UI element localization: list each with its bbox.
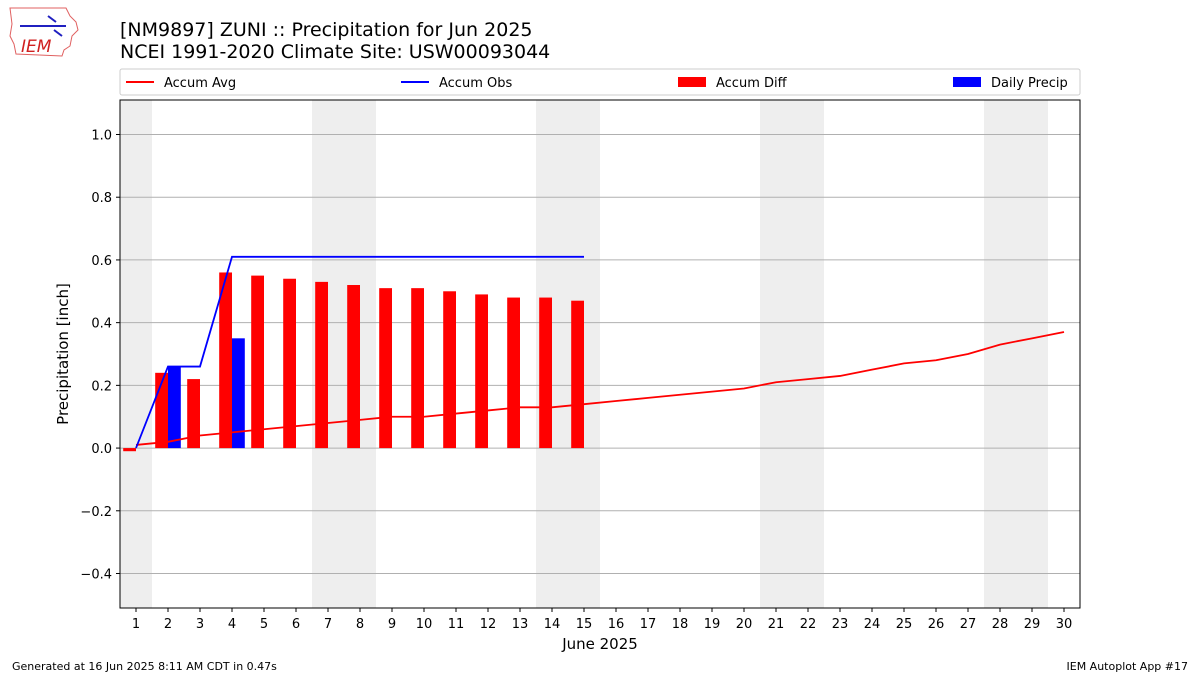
x-tick-label: 8 <box>356 617 364 632</box>
legend: Accum Avg Accum Obs Accum Diff Daily Precip <box>119 68 1081 96</box>
footer-app: IEM Autoplot App #17 <box>1067 660 1189 673</box>
y-tick-label: −0.4 <box>80 568 112 583</box>
chart-subtitle: NCEI 1991-2020 Climate Site: USW00093044 <box>120 41 550 63</box>
x-tick-label: 1 <box>132 617 140 632</box>
accum-obs-line <box>135 255 584 449</box>
accum-diff-bar <box>187 379 200 449</box>
weekend-shade <box>760 100 824 608</box>
legend-swatch <box>953 77 981 87</box>
accum-diff-bar <box>507 297 520 449</box>
legend-label: Accum Avg <box>164 76 236 91</box>
accum-diff-bar <box>539 297 552 449</box>
accum-diff-bar <box>219 272 232 449</box>
x-tick-label: 22 <box>800 617 817 632</box>
accum-diff-bar <box>379 288 392 449</box>
accum-diff-bar <box>411 288 424 449</box>
accum-diff-bar <box>571 300 584 449</box>
accum-diff-bar <box>123 448 136 452</box>
x-tick-label: 18 <box>672 617 689 632</box>
x-tick-label: 19 <box>704 617 721 632</box>
x-tick-label: 16 <box>608 617 625 632</box>
x-tick-label: 5 <box>260 617 268 632</box>
y-tick-label: −0.2 <box>80 505 112 520</box>
footer-generated: Generated at 16 Jun 2025 8:11 AM CDT in … <box>12 660 277 673</box>
weekend-shade <box>984 100 1048 608</box>
chart-title: [NM9897] ZUNI :: Precipitation for Jun 2… <box>120 19 533 41</box>
x-tick-label: 29 <box>1024 617 1041 632</box>
x-tick-label: 4 <box>228 617 236 632</box>
accum-diff-bar <box>251 275 264 449</box>
accum-avg-line <box>135 331 1065 446</box>
logo-text: IEM <box>21 37 52 57</box>
x-tick-label: 12 <box>480 617 497 632</box>
x-tick-label: 27 <box>960 617 977 632</box>
x-tick-label: 7 <box>324 617 332 632</box>
x-tick-label: 10 <box>416 617 433 632</box>
y-tick-label: 0.6 <box>91 254 112 269</box>
x-tick-label: 20 <box>736 617 753 632</box>
y-tick-label: 0.4 <box>91 317 112 332</box>
x-tick-label: 13 <box>512 617 529 632</box>
logo-wind-icon <box>20 15 66 37</box>
y-tick-label: 0.0 <box>91 442 112 457</box>
x-tick-label: 3 <box>196 617 204 632</box>
accum-diff-bar <box>283 278 296 449</box>
x-tick-label: 6 <box>292 617 300 632</box>
y-tick-label: 0.2 <box>91 379 112 394</box>
y-axis-label: Precipitation [inch] <box>54 283 72 425</box>
x-tick-label: 14 <box>544 617 561 632</box>
legend-label: Accum Diff <box>716 76 788 91</box>
x-tick-label: 24 <box>864 617 881 632</box>
y-tick-label: 1.0 <box>91 128 112 143</box>
iem-logo: IEM <box>9 7 79 57</box>
legend-swatch <box>678 77 706 87</box>
daily-precip-bar <box>168 366 181 449</box>
x-tick-label: 23 <box>832 617 849 632</box>
x-tick-label: 9 <box>388 617 396 632</box>
iowa-state-outline <box>9 7 79 57</box>
accum-diff-bar <box>315 281 328 449</box>
x-tick-label: 26 <box>928 617 945 632</box>
legend-label: Accum Obs <box>439 76 512 91</box>
x-tick-label: 25 <box>896 617 913 632</box>
x-tick-label: 21 <box>768 617 785 632</box>
plot-frame <box>119 99 1081 609</box>
x-tick-label: 17 <box>640 617 657 632</box>
x-tick-label: 15 <box>576 617 593 632</box>
daily-precip-bar <box>232 338 245 449</box>
x-axis-label: June 2025 <box>561 635 638 653</box>
accum-diff-bar <box>475 294 488 449</box>
x-tick-label: 30 <box>1056 617 1073 632</box>
x-tick-label: 28 <box>992 617 1009 632</box>
legend-frame <box>119 68 1081 96</box>
accum-diff-bar <box>347 285 360 449</box>
weekend-shade <box>120 100 152 608</box>
accum-diff-bar <box>443 291 456 449</box>
y-tick-label: 0.8 <box>91 191 112 206</box>
legend-label: Daily Precip <box>991 76 1068 91</box>
x-tick-label: 2 <box>164 617 172 632</box>
x-tick-label: 11 <box>448 617 465 632</box>
plot-area: −0.4−0.20.00.20.40.60.81.01 2 3 4 5 6 7 8 9 10 11 1… <box>80 99 1081 632</box>
